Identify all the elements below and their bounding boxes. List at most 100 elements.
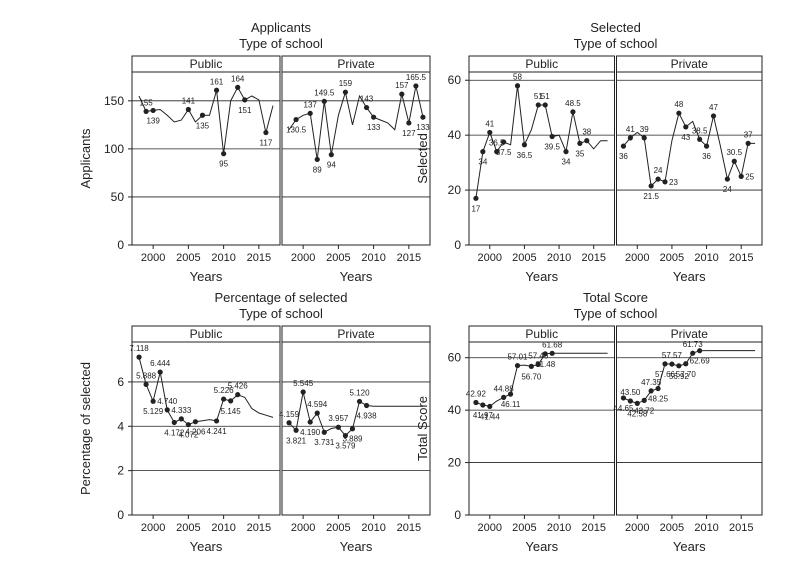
data-point bbox=[406, 120, 412, 126]
data-point bbox=[300, 389, 306, 395]
data-label: 4.190 bbox=[300, 428, 321, 437]
y-tick-label: 20 bbox=[448, 183, 462, 197]
x-tick-label: 2000 bbox=[141, 522, 165, 534]
data-point bbox=[535, 102, 541, 108]
panel-strip-label: Public bbox=[525, 57, 558, 71]
x-axis-label: Years bbox=[525, 539, 558, 554]
x-tick-label: 2000 bbox=[478, 252, 502, 264]
data-label: 94 bbox=[327, 161, 336, 170]
data-point bbox=[480, 402, 486, 408]
data-point bbox=[683, 361, 689, 367]
panel-strip-label: Private bbox=[671, 327, 709, 341]
data-point bbox=[473, 195, 479, 201]
data-point bbox=[314, 410, 320, 416]
data-label: 46.11 bbox=[501, 400, 521, 409]
data-label: 4.333 bbox=[171, 406, 192, 415]
chart-subtitle: Type of school bbox=[239, 306, 323, 321]
data-label: 4.072 bbox=[178, 431, 199, 440]
data-label: 36.5 bbox=[489, 139, 505, 148]
data-point bbox=[235, 392, 241, 398]
data-point bbox=[342, 89, 349, 95]
data-point bbox=[494, 149, 500, 155]
data-point bbox=[584, 138, 590, 144]
data-point bbox=[171, 419, 177, 426]
data-label: 6.444 bbox=[150, 359, 171, 368]
data-point bbox=[634, 400, 640, 406]
data-label: 5.129 bbox=[143, 407, 164, 416]
data-point bbox=[710, 113, 717, 119]
data-point bbox=[648, 388, 654, 394]
data-label: 5.145 bbox=[221, 407, 242, 416]
x-tick-label: 2015 bbox=[729, 522, 753, 534]
data-label: 42.58 bbox=[627, 409, 648, 418]
data-point bbox=[363, 104, 370, 111]
data-point bbox=[293, 427, 299, 433]
series-line bbox=[475, 352, 608, 407]
data-label: 89 bbox=[313, 165, 322, 174]
x-axis-label: Years bbox=[673, 539, 706, 554]
y-axis-label: Applicants bbox=[78, 128, 93, 188]
y-tick-label: 0 bbox=[117, 238, 124, 252]
data-point bbox=[655, 176, 661, 182]
y-tick-label: 20 bbox=[448, 456, 462, 470]
data-label: 5.426 bbox=[228, 382, 249, 391]
data-point bbox=[213, 418, 220, 424]
data-label: 41.97 bbox=[473, 411, 494, 420]
x-tick-label: 2000 bbox=[291, 522, 315, 534]
data-label: 62.69 bbox=[690, 357, 711, 366]
data-point bbox=[620, 143, 627, 149]
data-label: 24 bbox=[654, 166, 663, 175]
data-label: 41.44 bbox=[480, 412, 501, 421]
data-label: 5.888 bbox=[136, 371, 157, 380]
data-label: 159 bbox=[339, 79, 353, 88]
x-tick-label: 2005 bbox=[176, 252, 200, 264]
x-tick-label: 2015 bbox=[397, 522, 421, 534]
data-label: 61.48 bbox=[535, 360, 556, 369]
y-tick-label: 2 bbox=[117, 464, 124, 478]
data-point bbox=[199, 112, 206, 118]
y-tick-label: 4 bbox=[117, 419, 124, 433]
data-label: 3.731 bbox=[314, 438, 335, 447]
y-tick-label: 0 bbox=[454, 238, 461, 252]
data-point bbox=[669, 361, 675, 367]
data-label: 37 bbox=[744, 130, 753, 139]
data-label: 35 bbox=[575, 149, 584, 158]
data-label: 164 bbox=[231, 74, 245, 83]
x-axis-label: Years bbox=[190, 269, 223, 284]
panel-strip-label: Private bbox=[337, 327, 375, 341]
x-tick-label: 2015 bbox=[247, 252, 271, 264]
data-label: 51 bbox=[541, 92, 550, 101]
y-axis-label: Percentage of selected bbox=[78, 362, 93, 495]
x-axis-label: Years bbox=[190, 539, 223, 554]
x-axis-label: Years bbox=[340, 269, 373, 284]
data-label: 133 bbox=[416, 123, 430, 132]
data-point bbox=[228, 398, 234, 404]
x-tick-label: 2005 bbox=[326, 252, 350, 264]
data-label: 5.226 bbox=[214, 386, 235, 395]
series-line bbox=[138, 356, 274, 426]
data-label: 151 bbox=[238, 106, 252, 115]
data-point bbox=[349, 426, 356, 432]
x-axis-label: Years bbox=[673, 269, 706, 284]
y-axis-label: Total Score bbox=[415, 396, 430, 461]
data-point bbox=[501, 394, 507, 400]
data-point bbox=[371, 114, 377, 120]
chart-subtitle: Type of school bbox=[574, 36, 658, 51]
data-label: 127 bbox=[402, 129, 416, 138]
series-line bbox=[288, 85, 424, 160]
data-point bbox=[235, 84, 241, 90]
data-point bbox=[286, 420, 292, 426]
data-label: 36.5 bbox=[517, 151, 533, 160]
panel-frame bbox=[281, 71, 431, 246]
data-label: 36 bbox=[702, 152, 711, 161]
data-point bbox=[514, 362, 521, 369]
data-label: 43.50 bbox=[620, 388, 641, 397]
data-label: 61.68 bbox=[542, 340, 563, 349]
data-label: 17 bbox=[471, 204, 480, 213]
data-point bbox=[627, 398, 633, 404]
data-label: 4.740 bbox=[157, 397, 178, 406]
data-label: 3.821 bbox=[286, 436, 307, 445]
data-point bbox=[192, 419, 199, 425]
